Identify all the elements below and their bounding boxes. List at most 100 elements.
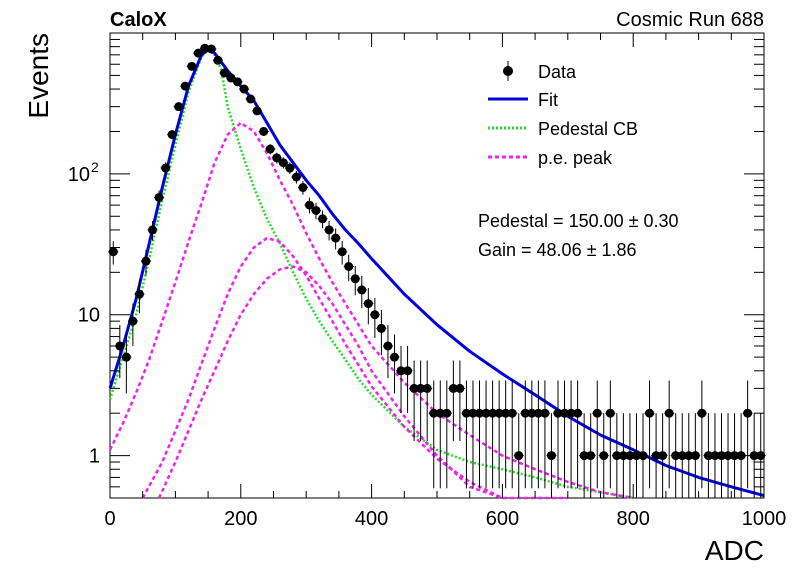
data-point bbox=[697, 408, 707, 418]
data-point bbox=[363, 299, 373, 309]
data-point bbox=[736, 451, 746, 461]
data-point bbox=[468, 408, 478, 418]
data-point bbox=[605, 408, 615, 418]
data-point bbox=[252, 106, 262, 116]
data-point bbox=[690, 451, 700, 461]
data-point bbox=[461, 408, 471, 418]
data-point bbox=[376, 323, 386, 333]
data-point bbox=[442, 408, 452, 418]
data-point bbox=[134, 289, 144, 299]
data-point bbox=[618, 451, 628, 461]
y-tick-label: 10 bbox=[68, 164, 90, 186]
data-point bbox=[318, 214, 328, 224]
data-point bbox=[396, 366, 406, 376]
data-point bbox=[285, 163, 295, 173]
data-point bbox=[533, 408, 543, 418]
data-point bbox=[226, 73, 236, 83]
y-axis-title: Events bbox=[23, 33, 54, 119]
data-point bbox=[514, 451, 524, 461]
data-point bbox=[664, 408, 674, 418]
data-point bbox=[193, 48, 203, 58]
series-line-pedestal-cb-0 bbox=[108, 48, 634, 500]
fit-curves bbox=[108, 48, 765, 500]
data-point bbox=[645, 408, 655, 418]
data-point bbox=[435, 408, 445, 418]
legend-label-pe-peak: p.e. peak bbox=[538, 148, 613, 168]
data-point bbox=[108, 247, 118, 257]
data-point bbox=[422, 383, 432, 393]
data-point bbox=[370, 310, 380, 320]
series-line-fit-4 bbox=[108, 48, 765, 498]
data-point bbox=[278, 158, 288, 168]
data-point bbox=[403, 366, 413, 376]
data-point bbox=[311, 205, 321, 215]
data-point bbox=[651, 451, 661, 461]
data-point bbox=[357, 285, 367, 295]
data-point bbox=[344, 261, 354, 271]
data-point bbox=[677, 451, 687, 461]
data-point bbox=[566, 408, 576, 418]
data-point bbox=[553, 408, 563, 418]
data-point bbox=[494, 408, 504, 418]
plot-area bbox=[109, 32, 765, 499]
legend-item-pedestal: Pedestal CB bbox=[488, 119, 638, 139]
data-point bbox=[546, 451, 556, 461]
data-point bbox=[233, 77, 243, 87]
data-point bbox=[161, 163, 171, 173]
data-point bbox=[481, 408, 491, 418]
data-point bbox=[448, 383, 458, 393]
data-point bbox=[592, 408, 602, 418]
data-point bbox=[416, 383, 426, 393]
series-line-p-e-peak-3 bbox=[157, 265, 503, 500]
data-point bbox=[429, 408, 439, 418]
x-axis-title: ADC bbox=[705, 535, 764, 566]
data-point bbox=[304, 200, 314, 210]
data-point bbox=[743, 408, 753, 418]
data-point bbox=[723, 451, 733, 461]
data-point bbox=[154, 192, 164, 202]
plot-frame bbox=[109, 32, 765, 499]
data-point bbox=[383, 341, 393, 351]
data-point bbox=[272, 153, 282, 163]
x-tick-label: 600 bbox=[486, 508, 519, 530]
x-tick-label: 0 bbox=[104, 508, 115, 530]
data-point bbox=[409, 383, 419, 393]
data-point bbox=[540, 408, 550, 418]
data-point bbox=[389, 352, 399, 362]
y-tick-label: 1 bbox=[89, 446, 100, 468]
pedestal-result: Pedestal = 150.00 ± 0.30 bbox=[478, 211, 679, 231]
data-point bbox=[141, 256, 151, 266]
data-point bbox=[455, 383, 465, 393]
data-point bbox=[579, 451, 589, 461]
data-point bbox=[586, 451, 596, 461]
legend-label-fit: Fit bbox=[538, 90, 558, 110]
y-tick-label: 10 bbox=[78, 305, 100, 327]
data-point bbox=[488, 408, 498, 418]
data-point bbox=[710, 451, 720, 461]
data-point bbox=[291, 172, 301, 182]
data-point bbox=[612, 451, 622, 461]
data-point bbox=[560, 408, 570, 418]
legend-label-data: Data bbox=[538, 62, 577, 82]
data-point bbox=[121, 352, 131, 362]
experiment-label: CaloX bbox=[110, 9, 167, 31]
legend-item-data: Data bbox=[503, 61, 577, 82]
data-point bbox=[599, 451, 609, 461]
x-tick-label: 200 bbox=[224, 508, 257, 530]
data-point bbox=[213, 55, 223, 65]
data-point bbox=[625, 451, 635, 461]
legend-item-pe-peak: p.e. peak bbox=[488, 148, 613, 168]
data-point bbox=[331, 233, 341, 243]
data-point bbox=[658, 451, 668, 461]
x-tick-label: 1000 bbox=[742, 508, 787, 530]
data-point bbox=[337, 247, 347, 257]
data-point bbox=[259, 126, 269, 136]
data-point bbox=[200, 43, 210, 53]
data-point bbox=[174, 102, 184, 112]
data-point bbox=[324, 225, 334, 235]
data-point bbox=[631, 451, 641, 461]
legend-label-pedestal: Pedestal CB bbox=[538, 119, 638, 139]
y-tick-exponent: 2 bbox=[91, 159, 99, 175]
data-point bbox=[246, 94, 256, 104]
